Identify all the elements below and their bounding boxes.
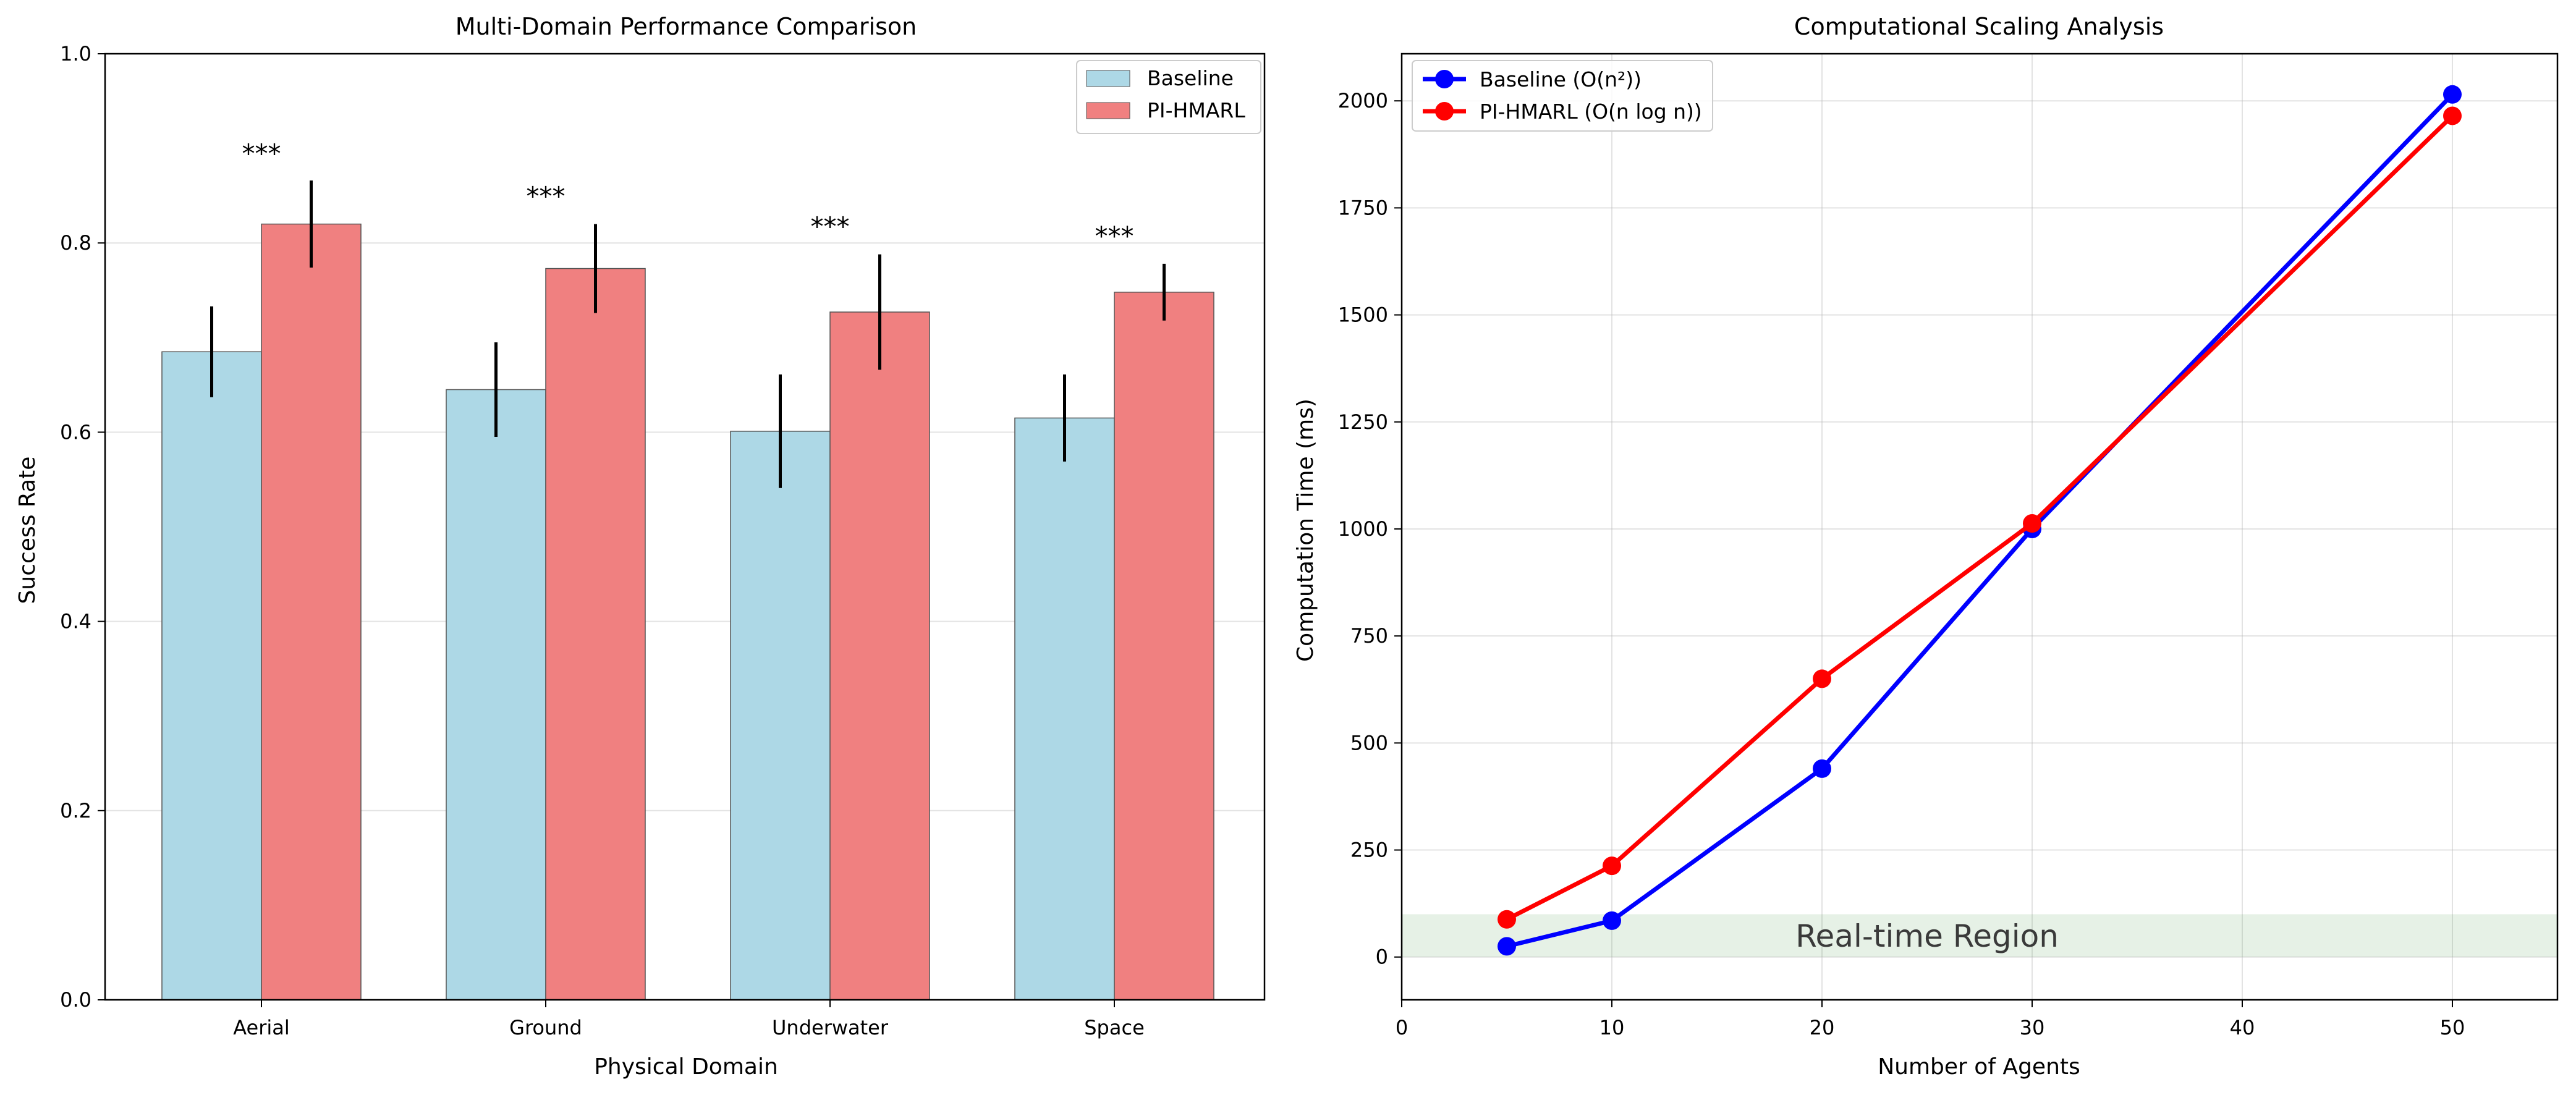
x-tick-label: Underwater (772, 1016, 889, 1039)
legend-marker-baseline (1435, 70, 1454, 88)
x-tick-label: 20 (1810, 1016, 1835, 1039)
x-tick-label: Space (1084, 1016, 1145, 1039)
line-chart-legend: Baseline (O(n²)) PI-HMARL (O(n log n)) (1412, 60, 1713, 132)
significance-label: *** (527, 181, 566, 211)
y-tick-label: 500 (1350, 731, 1388, 755)
y-tick-label: 1250 (1338, 410, 1388, 434)
x-tick-label: 50 (2440, 1016, 2465, 1039)
bar-chart-significance-labels: *** *** *** *** (242, 138, 1134, 251)
line-chart-legend-frame (1412, 60, 1713, 132)
bar-pi-hmarl (261, 223, 362, 1000)
x-tick-label: 40 (2230, 1016, 2255, 1039)
data-point-pi-hmarl (2023, 514, 2041, 533)
y-tick-label: 0.2 (60, 799, 91, 822)
data-point-baseline (1498, 937, 1516, 956)
line-chart: Real-time Region 02505007501000125015001… (1293, 13, 2559, 1080)
bar-chart-y-axis-label: Success Rate (15, 457, 40, 604)
data-point-baseline (2443, 85, 2462, 104)
y-tick-label: 0.0 (60, 988, 91, 1012)
significance-label: *** (242, 138, 281, 169)
significance-label: *** (811, 211, 850, 242)
line-chart-title: Computational Scaling Analysis (1794, 13, 2164, 40)
line-chart-x-axis-label: Number of Agents (1878, 1054, 2080, 1080)
bar-chart-error-bars (210, 180, 1166, 488)
legend-swatch-baseline (1086, 70, 1130, 87)
line-chart-y-axis-label: Computation Time (ms) (1293, 399, 1318, 662)
y-tick-label: 0.8 (60, 231, 91, 255)
bar-baseline (1014, 417, 1115, 1000)
bar-pi-hmarl (545, 268, 646, 1000)
bar-chart-axes (104, 53, 1266, 1001)
bar-pi-hmarl (1114, 292, 1214, 1000)
line-chart-ticks: 0 250 500 750 1000 1250 1500 1750 2000 0 10 20 30 40 5… (1338, 89, 2465, 1039)
bar-baseline (730, 431, 831, 1000)
legend-label-pi-hmarl-scaling: PI-HMARL (O(n log n)) (1480, 99, 1702, 124)
y-tick-label: 1000 (1338, 517, 1388, 541)
line-chart-axes (1400, 53, 2559, 1001)
bar-chart-bars (161, 223, 1214, 1000)
data-point-pi-hmarl (1498, 910, 1516, 929)
x-tick-label: 0 (1396, 1016, 1408, 1039)
bar-chart-legend: Baseline PI-HMARL (1076, 60, 1261, 134)
legend-label-pi-hmarl: PI-HMARL (1147, 98, 1245, 122)
x-tick-label: Aerial (233, 1016, 290, 1039)
x-tick-label: 30 (2020, 1016, 2045, 1039)
y-tick-label: 0.6 (60, 420, 91, 444)
x-tick-label: Ground (509, 1016, 582, 1039)
y-tick-label: 0 (1376, 945, 1388, 969)
legend-label-baseline-scaling: Baseline (O(n²)) (1480, 67, 1642, 91)
y-tick-label: 1.0 (60, 42, 91, 66)
bar-pi-hmarl (829, 311, 930, 1000)
significance-label: *** (1095, 221, 1134, 251)
legend-label-baseline: Baseline (1147, 66, 1234, 90)
bar-chart-plot-frame (104, 53, 1266, 1001)
line-chart-plot-frame (1400, 53, 2559, 1001)
y-tick-label: 1500 (1338, 303, 1388, 327)
y-tick-label: 1750 (1338, 196, 1388, 219)
bar-baseline (446, 389, 546, 1000)
real-time-region-label: Real-time Region (1795, 918, 2059, 954)
bar-chart: *** *** *** *** 0.0 0.2 0.4 0.6 0.8 1.0 Aerial Gro… (15, 13, 1266, 1080)
x-tick-label: 10 (1599, 1016, 1625, 1039)
data-point-pi-hmarl (1813, 669, 1831, 688)
bar-chart-title: Multi-Domain Performance Comparison (455, 13, 917, 40)
bar-chart-x-axis-label: Physical Domain (594, 1054, 778, 1080)
data-point-baseline (1603, 911, 1621, 930)
y-tick-label: 0.4 (60, 610, 91, 633)
y-tick-label: 2000 (1338, 89, 1388, 112)
legend-swatch-pi-hmarl (1086, 102, 1130, 119)
data-point-pi-hmarl (1603, 856, 1621, 876)
line-chart-series (1498, 85, 2462, 956)
data-point-baseline (1813, 759, 1831, 778)
real-time-region (1402, 914, 2557, 957)
bar-baseline (161, 351, 262, 1000)
y-tick-label: 750 (1350, 624, 1388, 648)
legend-marker-pi-hmarl (1435, 102, 1454, 120)
data-point-pi-hmarl (2443, 106, 2462, 125)
bar-chart-ticks: 0.0 0.2 0.4 0.6 0.8 1.0 Aerial Ground Underwater… (60, 42, 1145, 1039)
y-tick-label: 250 (1350, 839, 1388, 862)
